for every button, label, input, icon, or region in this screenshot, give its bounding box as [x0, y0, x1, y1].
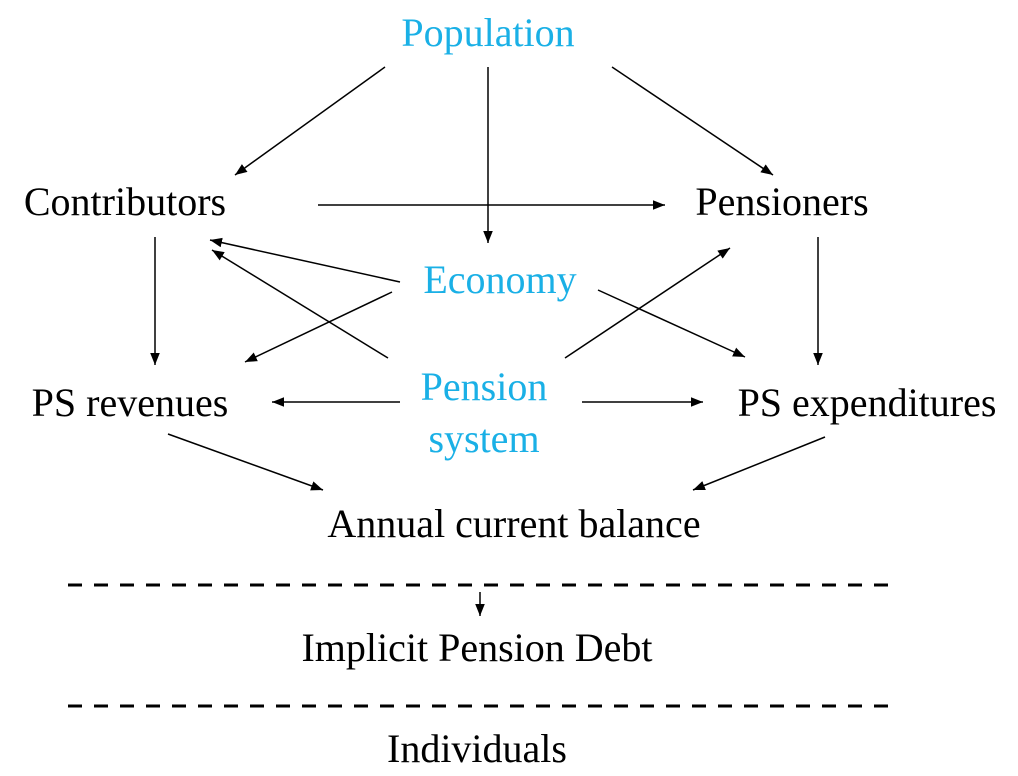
- arrow: [564, 247, 731, 359]
- node-label: Economy: [423, 257, 576, 302]
- arrows: [150, 66, 826, 616]
- node-label: Annual current balance: [327, 501, 700, 546]
- node-label: Pension: [421, 364, 548, 409]
- arrow: [234, 66, 386, 176]
- node-label: Individuals: [387, 726, 567, 771]
- node-label: Implicit Pension Debt: [301, 625, 652, 670]
- node-label: PS expenditures: [738, 380, 997, 425]
- arrow: [209, 237, 401, 283]
- arrow: [167, 433, 324, 491]
- node-label: Population: [401, 10, 574, 55]
- arrow: [692, 436, 826, 491]
- arrow: [611, 66, 774, 176]
- node-label: system: [428, 416, 539, 461]
- node-label: Contributors: [24, 179, 226, 224]
- node-label: PS revenues: [32, 380, 229, 425]
- arrow: [211, 249, 389, 359]
- arrow: [244, 291, 393, 363]
- node-label: Pensioners: [695, 179, 868, 224]
- arrow: [597, 289, 746, 358]
